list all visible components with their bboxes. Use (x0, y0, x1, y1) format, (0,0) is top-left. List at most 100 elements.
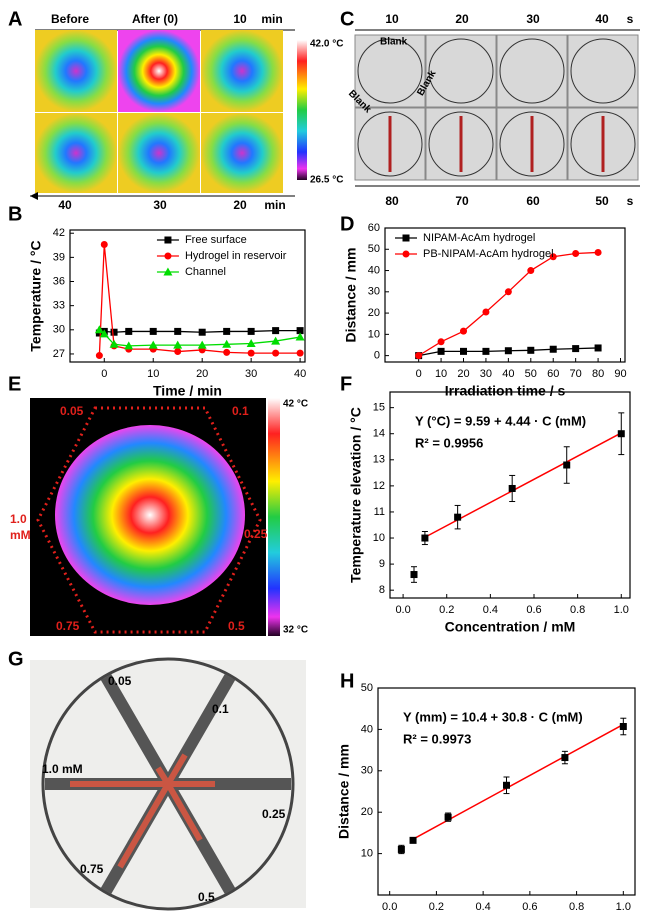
y-tick-label: 12 (373, 480, 385, 492)
concentration-label: 0.75 (80, 862, 104, 876)
x-tick-label: 0.6 (522, 901, 537, 912)
y-tick-label: 20 (361, 806, 373, 818)
y-tick-label: 10 (373, 532, 385, 544)
panel-label: B (8, 203, 22, 225)
thermal-image (35, 30, 117, 112)
plot-frame (384, 227, 626, 363)
time-label: Before (51, 12, 89, 26)
red-channels (388, 116, 605, 172)
x-tick-label: 0.6 (526, 604, 541, 616)
unit-label: s (627, 12, 634, 26)
data-point (247, 327, 255, 335)
y-tick-label: 20 (368, 307, 380, 319)
unit-label: min (261, 12, 282, 26)
time-label: 30 (153, 198, 167, 212)
y-axis-label: Distance / mm (336, 744, 352, 839)
data-point (460, 327, 468, 335)
legend-label: Channel (185, 266, 226, 278)
colorbar (268, 398, 280, 636)
hexagon (36, 406, 262, 634)
data-point (296, 349, 304, 357)
photo (567, 34, 639, 108)
y-axis-label: Temperature elevation / °C (348, 407, 364, 583)
time-label: 20 (455, 12, 469, 26)
panel-a: A Before After (0) 10 min 42.0 °C 26.5 °… (8, 8, 343, 212)
y-tick-label: 8 (379, 584, 385, 596)
concentration-label: 0.25 (244, 527, 268, 541)
data-point (272, 349, 280, 357)
chip-outlines (357, 38, 636, 177)
time-label: 70 (455, 194, 469, 208)
y-tick-label: 9 (379, 558, 385, 570)
photo (496, 34, 568, 108)
concentration-label: 0.75 (56, 619, 80, 633)
data-point (148, 340, 158, 349)
data-point (397, 845, 405, 853)
panel-label: H (340, 670, 354, 692)
data-point (295, 332, 305, 341)
data-point (549, 345, 557, 353)
series-line (418, 251, 599, 357)
colorbar (297, 40, 307, 180)
photo-tiles (354, 34, 639, 181)
data-point (124, 341, 134, 350)
legend-label: NIPAM-AcAm hydrogel (423, 232, 535, 244)
heat-blob (55, 425, 245, 605)
chip (570, 111, 636, 177)
y-tick-label: 39 (53, 251, 65, 263)
data-point (549, 253, 557, 261)
chip (570, 38, 636, 104)
thermal-image (201, 113, 283, 193)
time-label: 40 (595, 12, 609, 26)
data-point (508, 484, 516, 492)
annotation: R² = 0.9973 (403, 731, 471, 746)
data-point (174, 327, 182, 335)
chip (428, 38, 494, 104)
data-point (125, 327, 133, 335)
data-point (246, 338, 256, 347)
y-axis-label: Temperature / °C (28, 240, 44, 351)
x-tick-label: 0 (101, 368, 107, 380)
y-tick-label: 30 (361, 765, 373, 777)
concentration-label: 0.25 (262, 807, 286, 821)
data-point (198, 328, 206, 336)
panel-label: E (8, 373, 21, 395)
plot-frame (389, 391, 631, 599)
data-point (421, 534, 429, 542)
data-point (173, 340, 183, 349)
y-tick-label: 27 (53, 348, 65, 360)
x-tick-label: 0.4 (475, 901, 490, 912)
x-axis-label: Concentration / mM (445, 619, 576, 635)
colorbar-label: 32 °C (283, 625, 308, 636)
y-tick-label: 50 (361, 682, 373, 694)
thermal-image (118, 30, 200, 112)
time-label: 10 (385, 12, 399, 26)
time-label: After (0) (132, 12, 178, 26)
data-point (197, 340, 207, 349)
panel-label: F (340, 373, 352, 395)
chip (428, 111, 494, 177)
y-tick-label: 13 (373, 454, 385, 466)
x-tick-label: 0.0 (395, 604, 410, 616)
x-tick-label: 30 (245, 368, 257, 380)
x-tick-label: 1.0 (614, 604, 629, 616)
annotation: R² = 0.9956 (415, 435, 483, 450)
data-point (619, 723, 627, 731)
unit-label: min (264, 198, 285, 212)
chip (357, 111, 423, 177)
arrow-head (30, 192, 38, 200)
colorbar-label: 42.0 °C (310, 39, 343, 50)
legend-marker (164, 236, 172, 244)
x-tick-label: 0.0 (382, 901, 397, 912)
x-tick-label: 40 (502, 368, 514, 380)
data-point (572, 345, 580, 353)
data-point (95, 352, 103, 360)
y-tick-label: 40 (368, 264, 380, 276)
legend-label: PB-NIPAM-AcAm hydrogel (423, 248, 554, 260)
y-tick-label: 40 (361, 723, 373, 735)
x-tick-label: 80 (592, 368, 604, 380)
data-point (594, 344, 602, 352)
x-tick-label: 30 (480, 368, 492, 380)
y-tick-label: 30 (53, 324, 65, 336)
